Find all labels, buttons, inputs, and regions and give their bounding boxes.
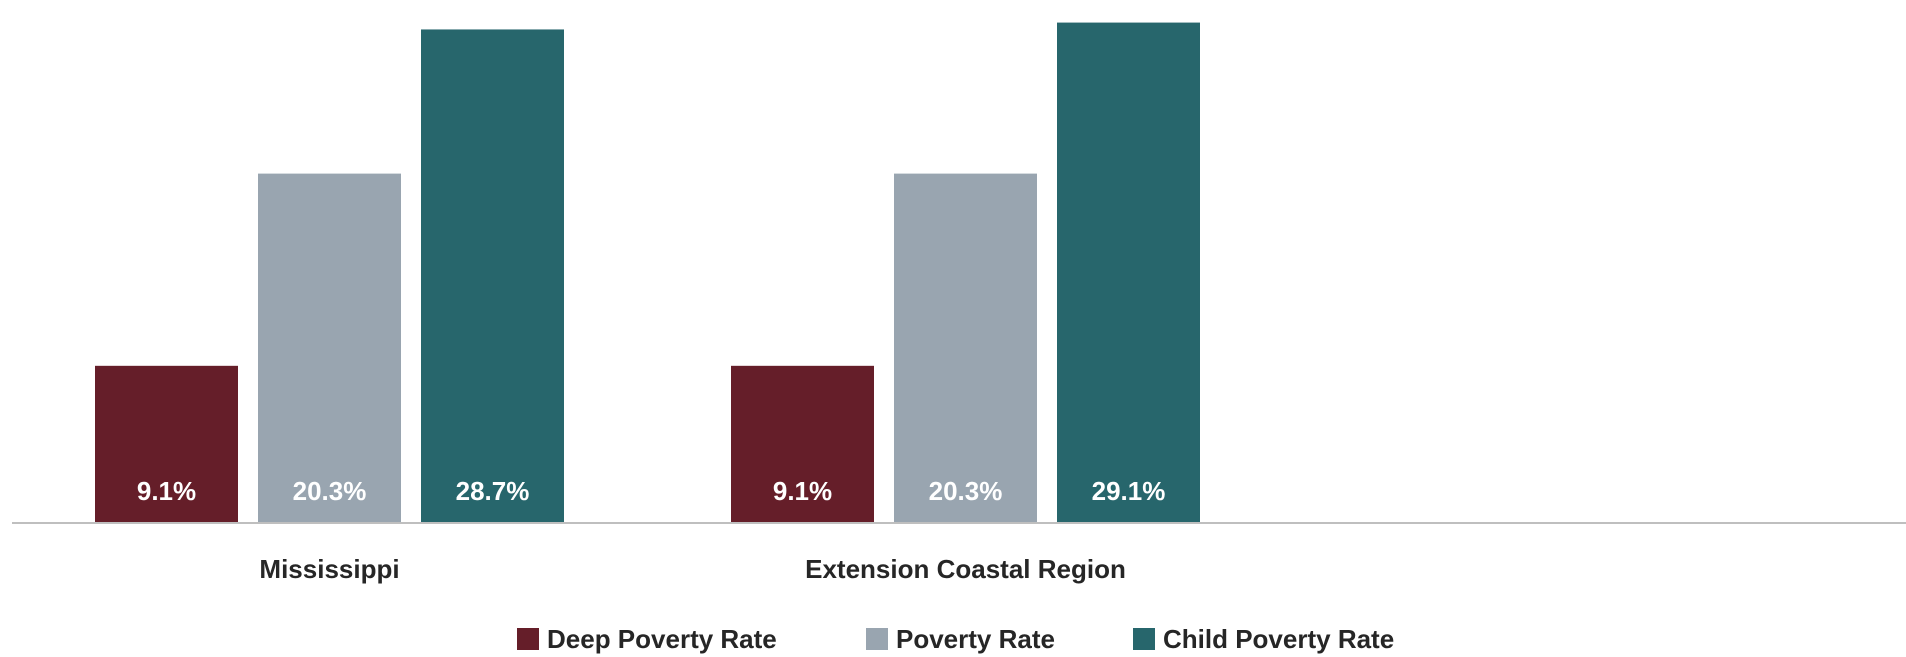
category-label-extension-coastal-region: Extension Coastal Region bbox=[805, 554, 1126, 584]
legend-label-deep-poverty-rate: Deep Poverty Rate bbox=[547, 624, 777, 654]
bar-extension-coastal-region-child-poverty-rate bbox=[1057, 22, 1200, 522]
data-label-extension-coastal-region-child-poverty-rate: 29.1% bbox=[1092, 476, 1166, 506]
category-label-mississippi: Mississippi bbox=[259, 554, 399, 584]
data-label-mississippi-child-poverty-rate: 28.7% bbox=[456, 476, 530, 506]
legend: Deep Poverty Rate Poverty Rate Child Pover… bbox=[517, 624, 1394, 654]
bar-extension-coastal-region-poverty-rate bbox=[894, 173, 1037, 523]
bar-mississippi-deep-poverty-rate bbox=[95, 365, 238, 522]
data-label-extension-coastal-region-deep-poverty-rate: 9.1% bbox=[773, 476, 832, 506]
category-labels: Mississippi Extension Coastal Region bbox=[259, 554, 1125, 584]
bar-extension-coastal-region-deep-poverty-rate bbox=[731, 365, 874, 522]
legend-label-poverty-rate: Poverty Rate bbox=[896, 624, 1055, 654]
bar-labels: 9.1% 20.3% 28.7% 9.1% 20.3% 29.1% bbox=[137, 476, 1166, 506]
bars bbox=[95, 22, 1200, 523]
legend-swatch-child-poverty-rate bbox=[1133, 628, 1155, 650]
legend-label-child-poverty-rate: Child Poverty Rate bbox=[1163, 624, 1394, 654]
bar-mississippi-poverty-rate bbox=[258, 173, 401, 523]
legend-swatch-deep-poverty-rate bbox=[517, 628, 539, 650]
data-label-mississippi-poverty-rate: 20.3% bbox=[293, 476, 367, 506]
bar-mississippi-child-poverty-rate bbox=[421, 29, 564, 522]
data-label-mississippi-deep-poverty-rate: 9.1% bbox=[137, 476, 196, 506]
data-label-extension-coastal-region-poverty-rate: 20.3% bbox=[929, 476, 1003, 506]
legend-swatch-poverty-rate bbox=[866, 628, 888, 650]
